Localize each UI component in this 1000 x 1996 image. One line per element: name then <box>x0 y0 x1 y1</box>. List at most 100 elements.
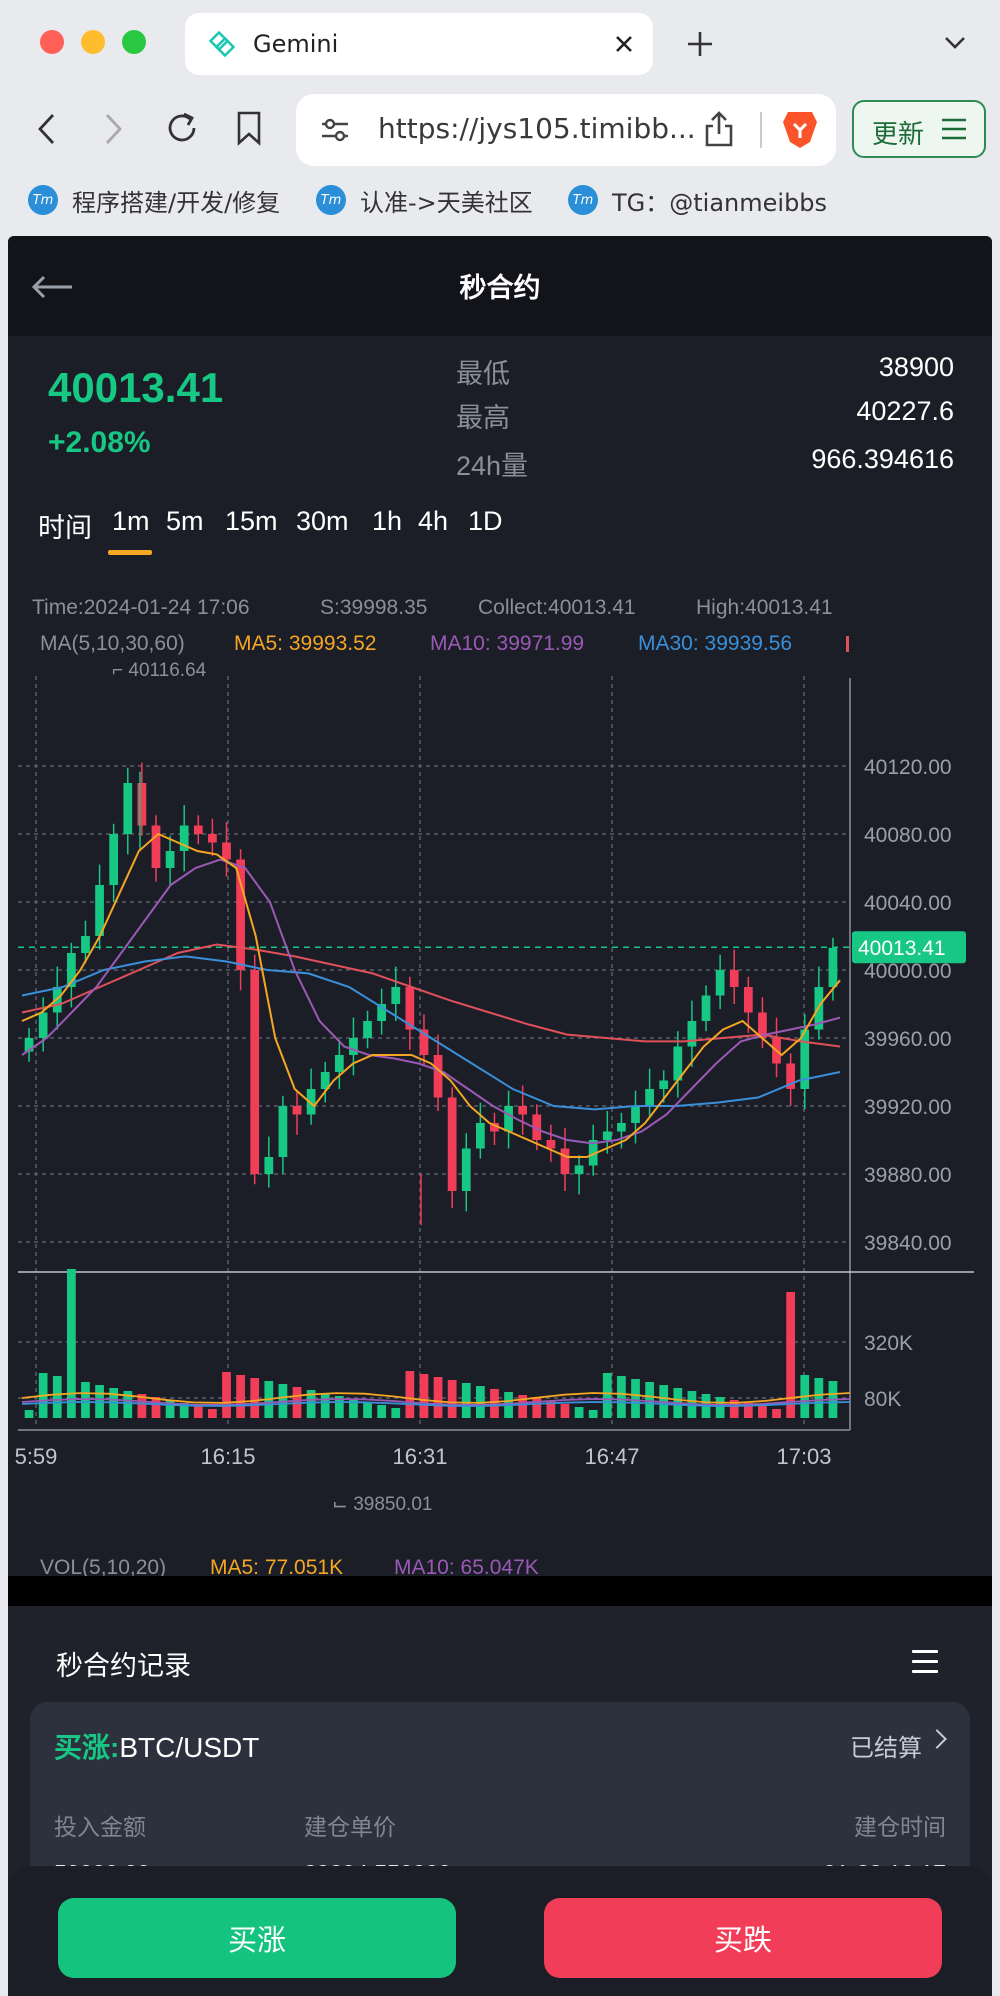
share-icon[interactable] <box>704 110 734 148</box>
bookmark-item-2[interactable]: Tm 认准->天美社区 <box>316 182 533 218</box>
volume-bar <box>391 1408 401 1418</box>
ma60-line <box>21 943 841 1048</box>
candle-body <box>461 1148 471 1191</box>
interval-tab-30m[interactable]: 30m <box>296 506 349 536</box>
kline-chart[interactable]: Time:2024-01-24 17:06 S:39998.35 Collect… <box>8 566 992 1576</box>
forward-icon[interactable] <box>104 112 124 146</box>
section-divider <box>8 1576 992 1606</box>
stat-label-low: 最低 <box>456 359 510 389</box>
candle-body <box>659 1080 669 1089</box>
nav-bar: https://jys105.timibb... 更新 <box>0 86 1000 172</box>
interval-tab-1m[interactable]: 1m <box>112 506 150 536</box>
volume-bar <box>631 1379 640 1418</box>
price-change: +2.08% <box>48 426 151 459</box>
ma10-label: MA10: 39971.99 <box>430 632 584 655</box>
bookmark-label: 认准->天美社区 <box>360 188 533 217</box>
candle-body <box>673 1046 683 1081</box>
candle-body <box>743 987 753 1013</box>
record-pair: BTC/USDT <box>119 1732 260 1763</box>
stat-label-volume: 24h量 <box>456 451 529 481</box>
interval-tab-15m[interactable]: 15m <box>225 506 278 536</box>
close-window-button[interactable] <box>40 30 64 54</box>
volume-bar <box>532 1398 542 1418</box>
volume-bar <box>518 1395 528 1418</box>
candle-body <box>715 970 725 996</box>
minimize-window-button[interactable] <box>81 30 105 54</box>
update-button[interactable]: 更新 <box>852 100 986 158</box>
site-settings-icon[interactable] <box>320 116 350 144</box>
stat-value-low: 38900 <box>878 352 954 382</box>
bookmark-favicon-icon: Tm <box>568 185 598 215</box>
record-status[interactable]: 已结算 <box>850 1735 922 1762</box>
interval-tab-1d[interactable]: 1D <box>468 506 503 536</box>
reload-icon[interactable] <box>164 110 200 146</box>
tab-favicon-icon <box>209 31 235 57</box>
bookmark-item-1[interactable]: Tm 程序搭建/开发/修复 <box>28 182 280 218</box>
new-tab-icon[interactable] <box>686 30 714 58</box>
buy-up-button[interactable]: 买涨 <box>58 1898 456 1978</box>
records-title: 秒合约记录 <box>56 1651 191 1681</box>
volume-bar <box>151 1397 161 1418</box>
stat-value-high: 40227.6 <box>856 396 954 426</box>
address-bar[interactable]: https://jys105.timibb... <box>296 94 836 166</box>
interval-tab-1h[interactable]: 1h <box>372 506 403 536</box>
candle-body <box>546 1140 556 1149</box>
record-header-price: 建仓单价 <box>304 1814 396 1840</box>
candle-body <box>701 995 711 1021</box>
browser-tab[interactable]: Gemini <box>185 13 653 75</box>
candle-body <box>179 825 189 851</box>
records-menu-icon[interactable] <box>912 1650 938 1680</box>
brave-shield-icon[interactable] <box>780 108 820 150</box>
volume-bar <box>179 1403 189 1418</box>
candle-body <box>687 1021 697 1047</box>
vol-ma5-line <box>21 1392 851 1404</box>
candle-body <box>504 1106 513 1132</box>
interval-tab-time[interactable]: 时间 <box>38 513 92 543</box>
interval-tab-4h[interactable]: 4h <box>418 506 449 536</box>
volume-bar <box>137 1394 147 1418</box>
candle-body <box>405 987 415 1030</box>
candle-body <box>800 1029 810 1089</box>
bookmark-item-3[interactable]: Tm TG：@tianmeibbs <box>568 182 827 218</box>
volume-axis-tick: 80K <box>864 1388 901 1411</box>
action-bar: 买涨 买跌 <box>8 1866 992 1996</box>
close-tab-icon[interactable] <box>615 35 633 53</box>
vol-ma10-line <box>21 1398 851 1406</box>
candle-body <box>24 1038 34 1052</box>
time-axis-tick: 17:03 <box>776 1444 831 1469</box>
candle-body <box>292 1106 302 1115</box>
candle-body <box>137 783 147 826</box>
info-time: Time:2024-01-24 17:06 <box>32 596 250 619</box>
bookmarks-bar: Tm 程序搭建/开发/修复 Tm 认准->天美社区 Tm TG：@tianmei… <box>0 172 1000 228</box>
volume-bar <box>729 1400 739 1418</box>
time-axis-tick: 5:59 <box>15 1444 58 1469</box>
vol-ma20-line <box>21 1401 851 1407</box>
max-price-marker: ⌐ 40116.64 <box>112 660 207 681</box>
volume-bar <box>588 1410 598 1418</box>
candle-body <box>786 1063 796 1089</box>
bookmark-favicon-icon: Tm <box>28 185 58 215</box>
volume-bar <box>306 1390 316 1418</box>
volume-bar <box>433 1377 443 1418</box>
current-price-tag <box>852 931 966 964</box>
zoom-window-button[interactable] <box>122 30 146 54</box>
active-interval-indicator <box>108 550 152 555</box>
url-text[interactable]: https://jys105.timibb... <box>378 112 696 145</box>
buy-down-button[interactable]: 买跌 <box>544 1898 942 1978</box>
volume-bar <box>743 1403 753 1418</box>
volume-bar <box>24 1410 34 1418</box>
volume-bar <box>349 1399 358 1418</box>
back-icon[interactable] <box>36 112 56 146</box>
interval-tab-5m[interactable]: 5m <box>166 506 204 536</box>
tab-list-chevron-icon[interactable] <box>944 36 966 50</box>
bookmark-icon[interactable] <box>236 110 262 146</box>
info-collect: Collect:40013.41 <box>478 596 636 619</box>
volume-bar <box>786 1292 796 1418</box>
volume-bar <box>52 1376 62 1418</box>
candle-body <box>236 859 245 970</box>
back-arrow-icon[interactable] <box>30 274 74 300</box>
address-bar-divider <box>760 112 762 148</box>
bookmark-label: TG：@tianmeibbs <box>612 188 828 217</box>
candle-body <box>250 970 260 1174</box>
candle-body <box>574 1165 584 1174</box>
